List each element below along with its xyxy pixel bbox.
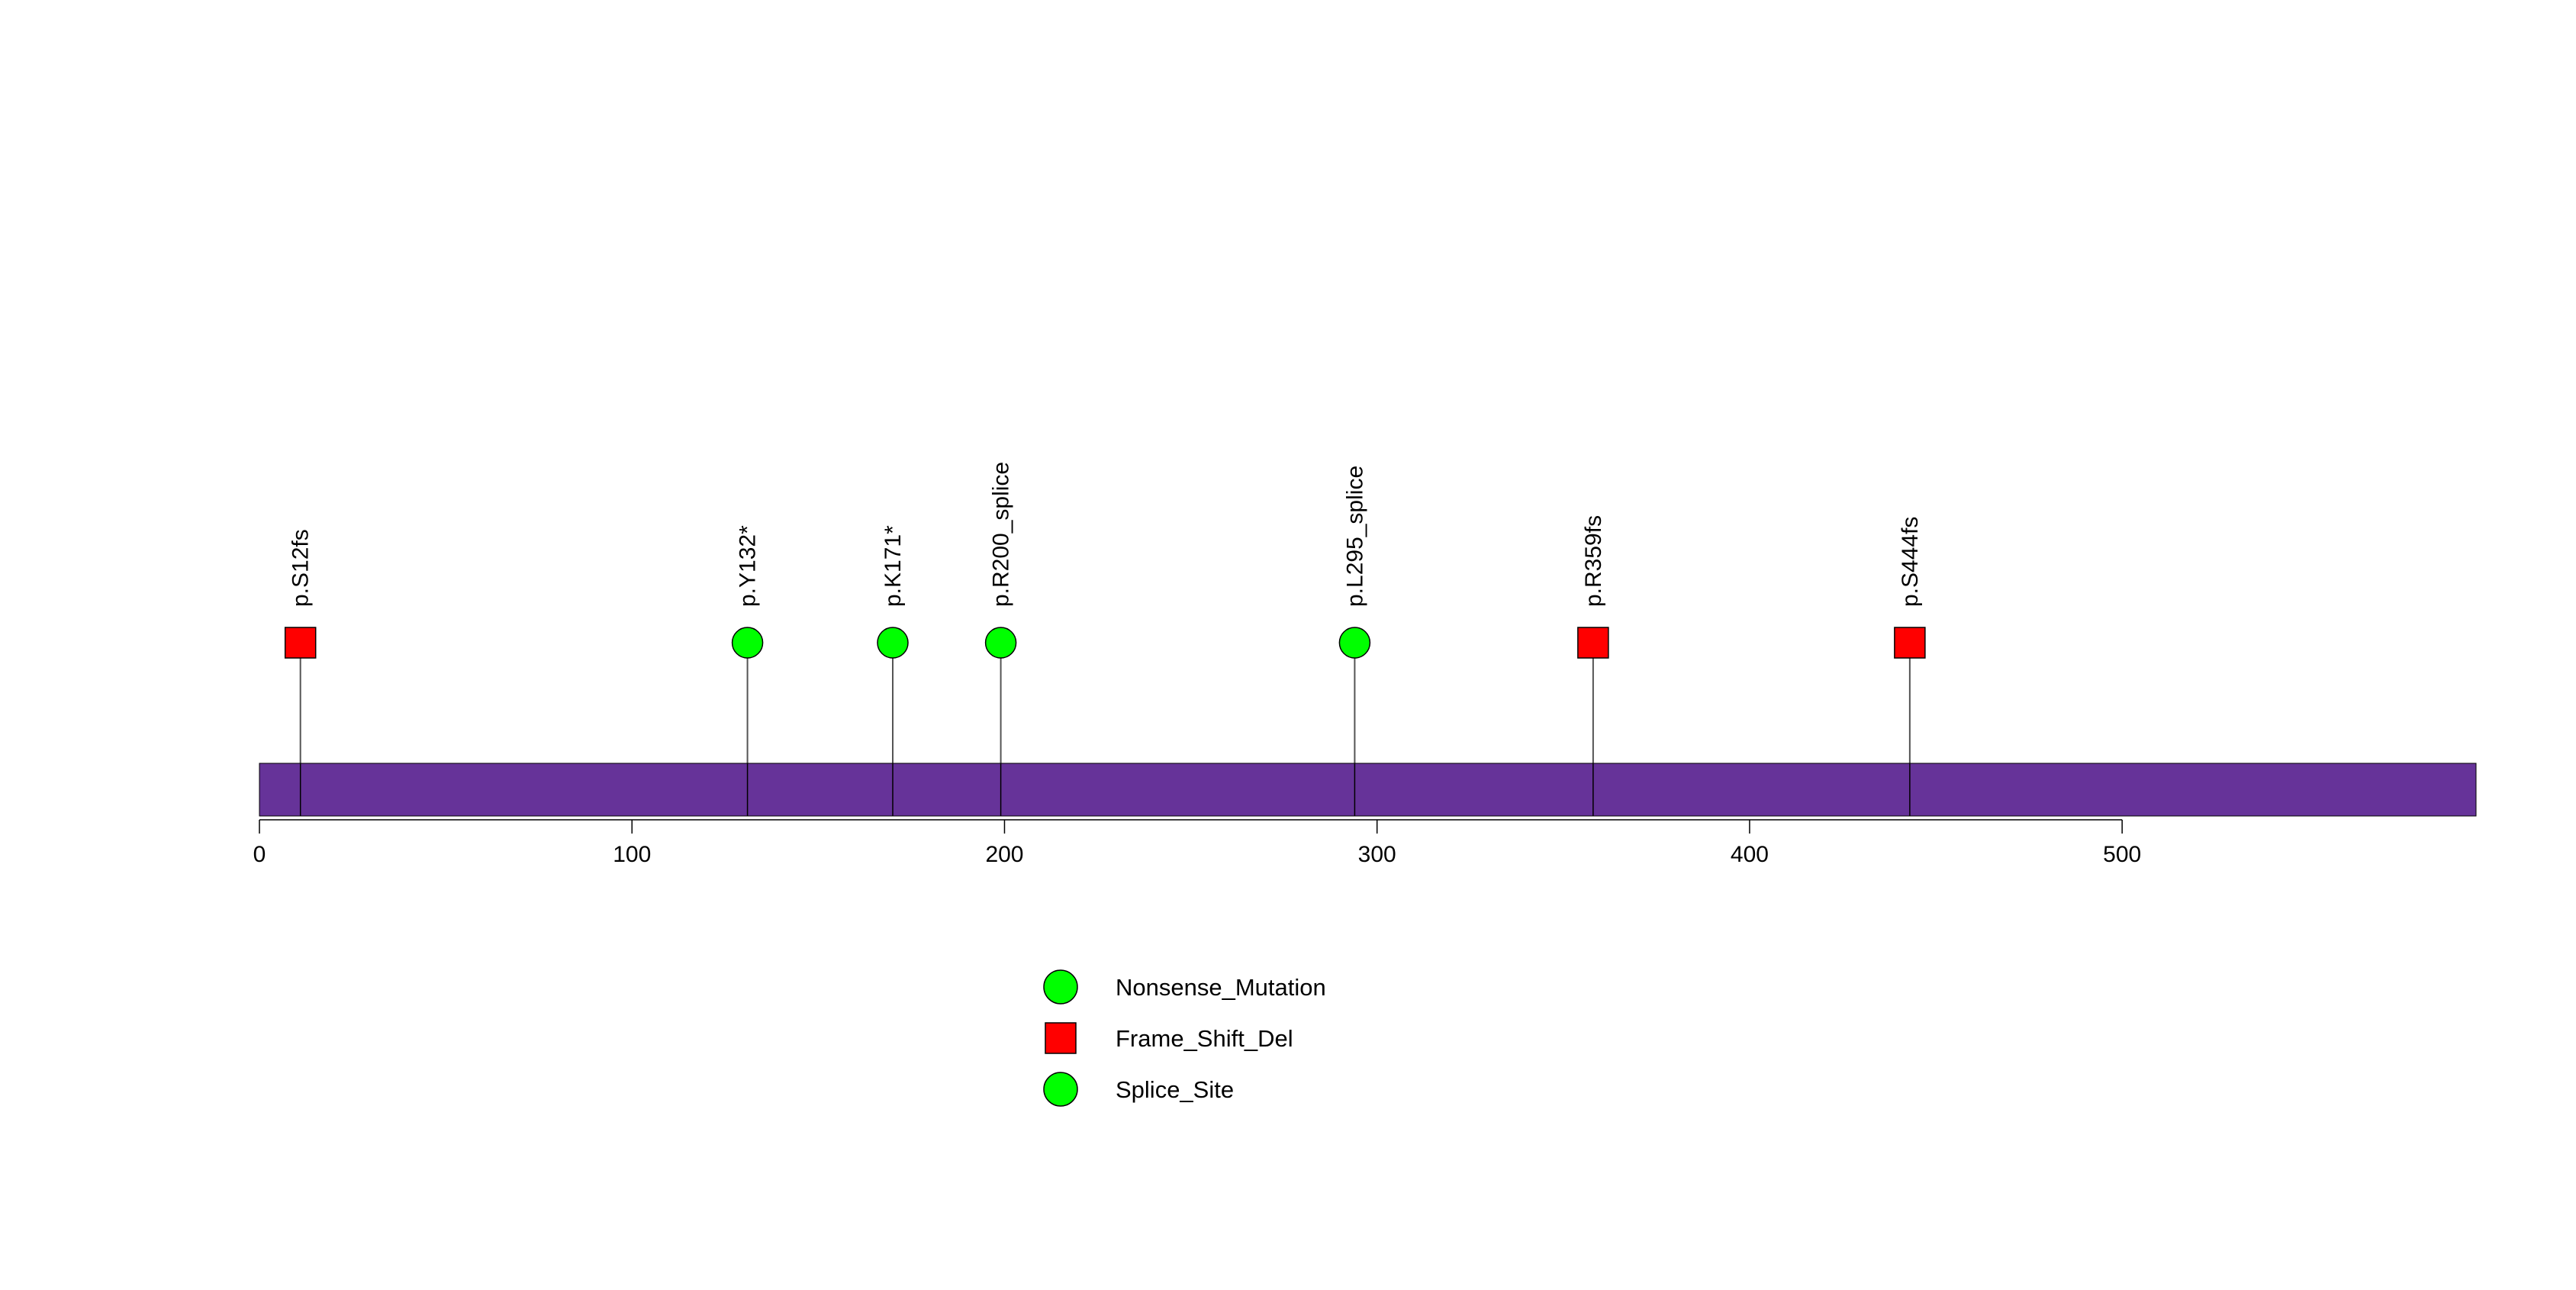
legend-label: Splice_Site	[1116, 1076, 1234, 1103]
legend-circle-swatch	[1043, 969, 1078, 1005]
frame-shift-del-marker	[1894, 627, 1926, 659]
x-axis: 0 100 200 300 400 500	[253, 819, 2141, 867]
mutation-labels: p.S12fs p.Y132* p.K171* p.R200_splice p.L295…	[288, 462, 1923, 607]
mutation-label: p.Y132*	[736, 525, 761, 607]
legend: Nonsense_Mutation Frame_Shift_Del Splice_S…	[1043, 969, 1326, 1107]
mutation-label: p.K171*	[881, 525, 906, 607]
nonsense-mutation-marker	[731, 627, 764, 659]
protein-bar-marks	[299, 763, 1911, 816]
legend-square-swatch	[1045, 1022, 1077, 1054]
mutation-label: p.S12fs	[288, 529, 314, 607]
x-tick-label: 100	[613, 842, 651, 867]
x-tick-label: 300	[1358, 842, 1396, 867]
legend-circle-swatch	[1043, 1072, 1078, 1107]
splice-site-marker	[1338, 627, 1371, 659]
x-tick-label: 400	[1731, 842, 1769, 867]
legend-label: Frame_Shift_Del	[1116, 1025, 1293, 1052]
splice-site-marker	[984, 627, 1017, 659]
x-tick-label: 0	[253, 842, 266, 867]
mutation-stems	[299, 643, 1911, 763]
x-tick-label: 500	[2103, 842, 2141, 867]
frame-shift-del-marker	[1577, 627, 1609, 659]
mutation-label: p.R359fs	[1581, 515, 1606, 607]
protein-bar	[259, 763, 2477, 817]
legend-label: Nonsense_Mutation	[1116, 974, 1326, 1001]
nonsense-mutation-marker	[877, 627, 909, 659]
x-tick-label: 200	[985, 842, 1023, 867]
mutation-label: p.S444fs	[1898, 517, 1923, 607]
mutation-markers	[284, 627, 1926, 659]
mutation-label: p.L295_splice	[1342, 466, 1367, 607]
mutation-label: p.R200_splice	[989, 462, 1014, 607]
frame-shift-del-marker	[284, 627, 317, 659]
